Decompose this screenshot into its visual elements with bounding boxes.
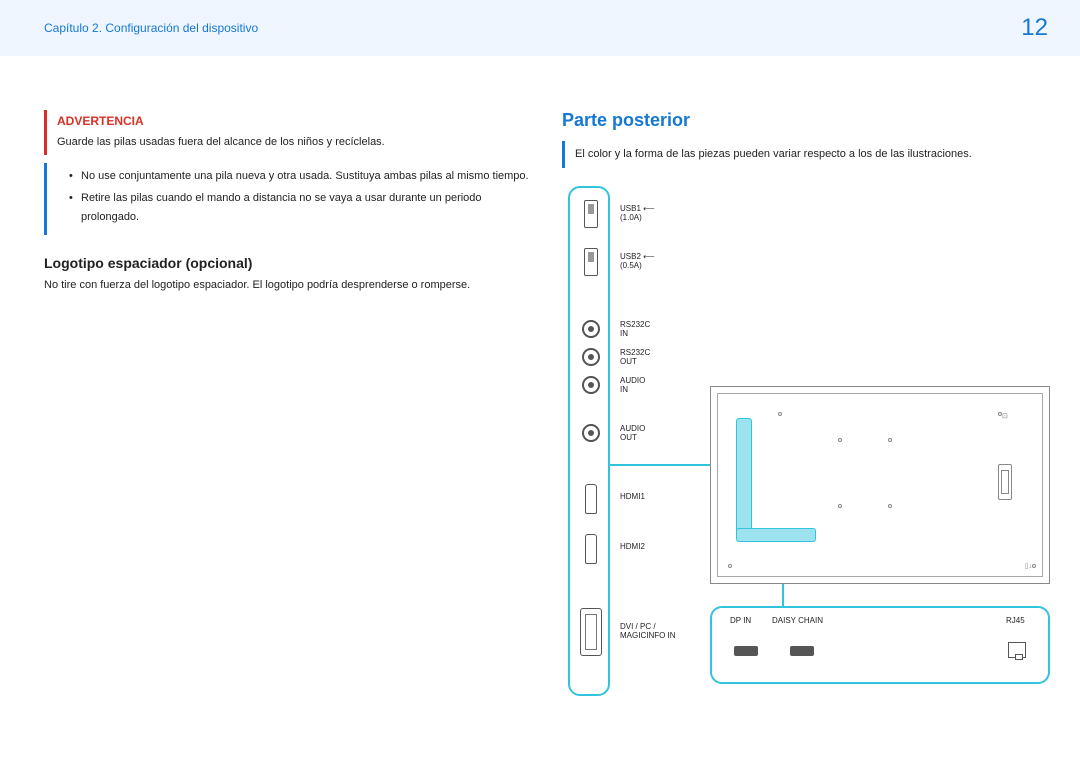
right-heading: Parte posterior <box>562 110 1052 131</box>
info-text: No use conjuntamente una pila nueva y ot… <box>57 167 534 227</box>
rj45-port-icon <box>1008 642 1026 658</box>
mount-hole-icon <box>838 504 842 508</box>
chapter-title: Capítulo 2. Configuración del dispositiv… <box>44 21 258 35</box>
port-label: AUDIO IN <box>620 376 645 395</box>
port-label: DVI / PC / MAGICINFO IN <box>620 622 676 641</box>
warning-callout: ADVERTENCIA Guarde las pilas usadas fuer… <box>44 110 534 155</box>
rs232c-out-port-icon <box>582 348 600 366</box>
audio-out-port-icon <box>582 424 600 442</box>
port-label: USB1 ⟵ (1.0A) <box>620 204 655 223</box>
left-column: ADVERTENCIA Guarde las pilas usadas fuer… <box>44 110 534 293</box>
info-callout: No use conjuntamente una pila nueva y ot… <box>44 163 534 235</box>
port-label: RS232C OUT <box>620 348 650 367</box>
mount-hole-icon <box>888 504 892 508</box>
warning-text: Guarde las pilas usadas fuera del alcanc… <box>57 134 534 151</box>
port-label: HDMI2 <box>620 542 645 552</box>
tv-inner-frame: ⊡ ▯↓ <box>717 393 1043 577</box>
port-label: AUDIO OUT <box>620 424 645 443</box>
tiny-label: ▯↓ <box>1025 562 1032 570</box>
right-column: Parte posterior El color y la forma de l… <box>562 110 1052 706</box>
port-label: RJ45 <box>1006 616 1025 625</box>
port-label: DP IN <box>730 616 751 625</box>
info-bullet-list: No use conjuntamente una pila nueva y ot… <box>57 167 534 227</box>
dp-in-port-icon <box>734 646 758 656</box>
tv-back-illustration: ⊡ ▯↓ <box>710 386 1050 584</box>
hdmi2-port-icon <box>585 534 597 564</box>
mount-hole-icon <box>1032 564 1036 568</box>
content-area: ADVERTENCIA Guarde las pilas usadas fuer… <box>44 70 1050 733</box>
right-info-callout: El color y la forma de las piezas pueden… <box>562 141 1052 168</box>
usb1-port-icon <box>584 200 598 228</box>
connector-line <box>782 584 784 608</box>
hdmi1-port-icon <box>585 484 597 514</box>
slot-inner-icon <box>1001 470 1009 494</box>
page-number: 12 <box>1021 14 1048 42</box>
audio-in-port-icon <box>582 376 600 394</box>
mount-hole-icon <box>728 564 732 568</box>
mount-hole-icon <box>838 438 842 442</box>
port-label: RS232C IN <box>620 320 650 339</box>
port-label: DAISY CHAIN <box>772 616 823 625</box>
list-item: Retire las pilas cuando el mando a dista… <box>69 189 534 226</box>
port-label: HDMI1 <box>620 492 645 502</box>
right-info-text: El color y la forma de las piezas pueden… <box>575 145 1052 164</box>
list-item: No use conjuntamente una pila nueva y ot… <box>69 167 534 186</box>
warning-title: ADVERTENCIA <box>57 114 534 128</box>
mount-hole-icon <box>888 438 892 442</box>
document-page: Capítulo 2. Configuración del dispositiv… <box>0 0 1080 763</box>
mount-hole-icon <box>778 412 782 416</box>
daisy-chain-port-icon <box>790 646 814 656</box>
section-text: No tire con fuerza del logotipo espaciad… <box>44 277 534 294</box>
port-panel <box>568 186 610 696</box>
port-strip-highlight <box>736 418 752 538</box>
bottom-port-panel: DP IN DAISY CHAIN RJ45 <box>710 606 1050 684</box>
rs232c-in-port-icon <box>582 320 600 338</box>
section-heading: Logotipo espaciador (opcional) <box>44 255 534 271</box>
tiny-label: ⊡ <box>1002 412 1008 420</box>
dvi-port-icon <box>580 608 602 656</box>
usb2-port-icon <box>584 248 598 276</box>
page-header: Capítulo 2. Configuración del dispositiv… <box>0 0 1080 56</box>
port-strip-highlight <box>736 528 816 542</box>
port-label: USB2 ⟵ (0.5A) <box>620 252 655 271</box>
rear-diagram: USB1 ⟵ (1.0A) USB2 ⟵ (0.5A) RS232C IN RS… <box>562 186 1052 706</box>
connector-line <box>610 464 724 466</box>
